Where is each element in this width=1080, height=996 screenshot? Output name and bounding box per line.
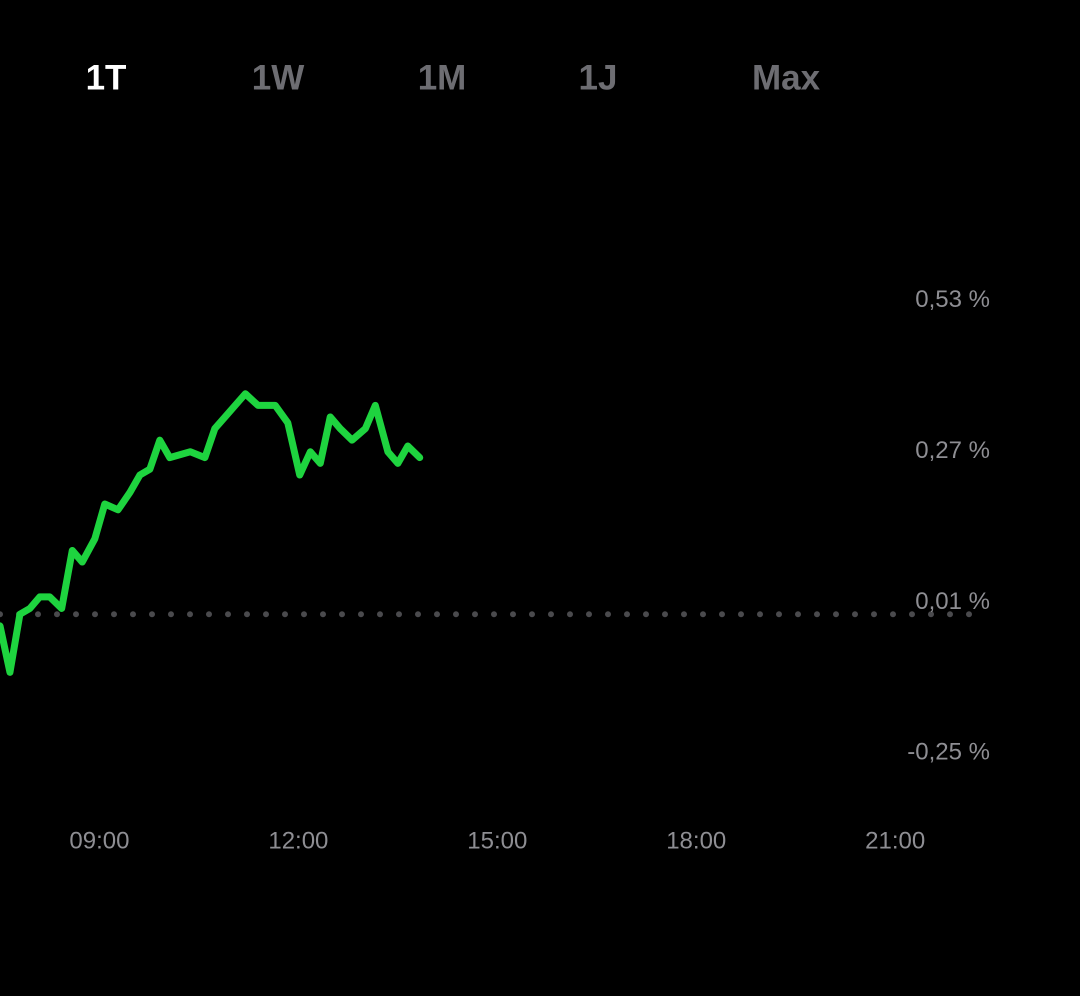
y-tick-label: -0,25 %: [907, 739, 990, 766]
price-line: [0, 390, 424, 676]
x-tick-label: 18:00: [666, 827, 726, 854]
y-tick-label: 0,53 %: [915, 286, 990, 313]
x-tick-label: 09:00: [69, 827, 129, 854]
range-tab[interactable]: 1M: [418, 58, 467, 97]
range-tab[interactable]: 1W: [252, 58, 305, 97]
range-tab[interactable]: 1J: [579, 58, 618, 97]
y-tick-label: 0,01 %: [915, 588, 990, 615]
x-tick-label: 15:00: [467, 827, 527, 854]
range-tab[interactable]: Max: [752, 58, 821, 97]
y-tick-label: 0,27 %: [915, 437, 990, 464]
range-tab[interactable]: 1T: [86, 58, 127, 97]
x-tick-label: 12:00: [268, 827, 328, 854]
x-tick-label: 21:00: [865, 827, 925, 854]
